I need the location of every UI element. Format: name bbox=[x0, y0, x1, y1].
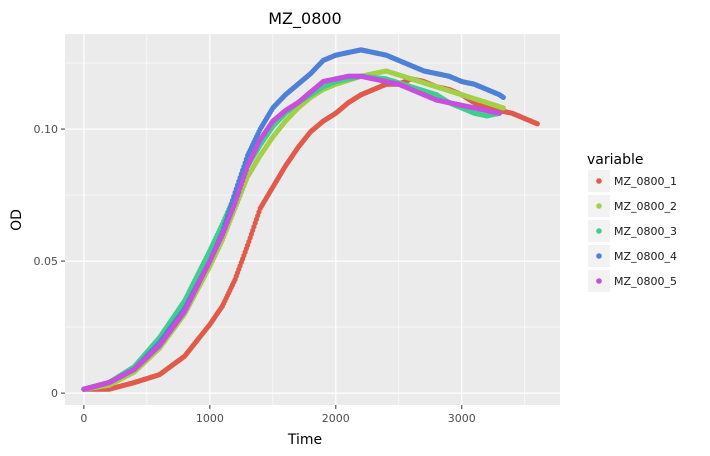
y-tick-label: 0.05 bbox=[34, 255, 59, 268]
legend: variable MZ_0800_1 MZ_0800_2 MZ_0800_3 MZ_0… bbox=[587, 152, 677, 292]
x-axis-label: Time bbox=[287, 432, 322, 448]
legend-marker bbox=[596, 278, 602, 284]
legend-item: MZ_0800_3 bbox=[588, 220, 677, 242]
legend-title: variable bbox=[587, 152, 643, 168]
y-tick-label: 0.10 bbox=[34, 123, 59, 136]
legend-label: MZ_0800_4 bbox=[614, 250, 677, 263]
x-tick-label: 1000 bbox=[196, 412, 224, 425]
chart-title: MZ_0800 bbox=[268, 9, 341, 29]
data-point bbox=[534, 121, 540, 127]
legend-label: MZ_0800_2 bbox=[614, 200, 677, 213]
x-axis-ticks: 0 1000 2000 3000 bbox=[80, 405, 476, 425]
legend-label: MZ_0800_5 bbox=[614, 275, 677, 288]
y-axis-ticks: 0 0.05 0.10 bbox=[34, 123, 65, 400]
data-point bbox=[500, 94, 506, 100]
data-point bbox=[500, 105, 506, 111]
series-MZ_0800_5 bbox=[81, 73, 503, 392]
legend-item: MZ_0800_2 bbox=[588, 195, 677, 217]
x-tick-label: 3000 bbox=[448, 412, 476, 425]
data-point bbox=[496, 110, 503, 116]
legend-item: MZ_0800_1 bbox=[588, 170, 677, 192]
legend-marker bbox=[596, 253, 602, 259]
legend-label: MZ_0800_3 bbox=[614, 225, 677, 238]
data-points bbox=[81, 47, 540, 392]
legend-label: MZ_0800_1 bbox=[614, 175, 677, 188]
legend-marker bbox=[596, 178, 602, 184]
legend-item: MZ_0800_4 bbox=[588, 245, 677, 267]
y-axis-label: OD bbox=[9, 209, 25, 231]
legend-marker bbox=[596, 228, 602, 234]
x-tick-label: 0 bbox=[80, 412, 87, 425]
legend-marker bbox=[596, 203, 602, 209]
x-tick-label: 2000 bbox=[322, 412, 350, 425]
y-tick-label: 0 bbox=[51, 387, 58, 400]
legend-item: MZ_0800_5 bbox=[588, 270, 677, 292]
